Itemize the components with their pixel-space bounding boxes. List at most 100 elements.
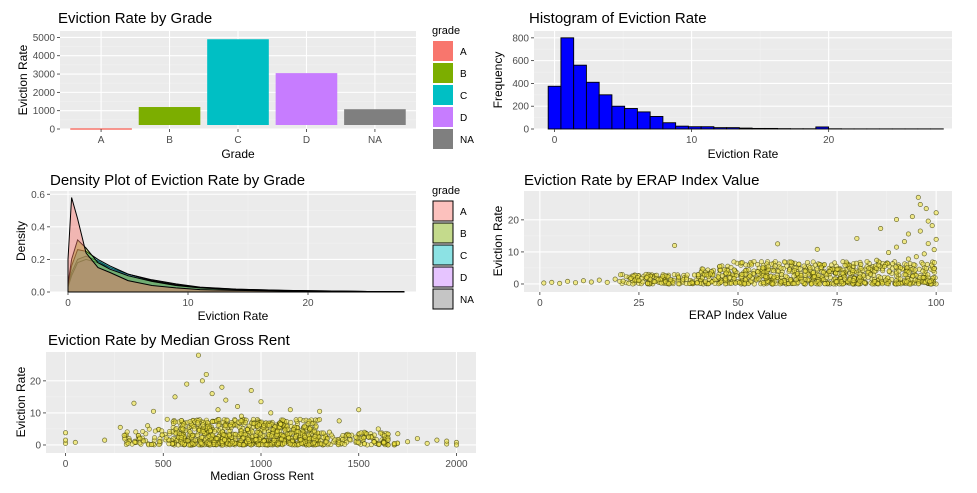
erap-point <box>652 279 658 285</box>
rent-point <box>266 423 272 429</box>
rent-point <box>307 426 313 432</box>
erap-point <box>839 270 845 276</box>
erap-point <box>700 266 706 272</box>
rent-point <box>323 439 329 445</box>
erap-point <box>857 278 863 284</box>
rent-point <box>305 421 311 427</box>
histogram-bin <box>598 94 613 130</box>
histogram-chart: Histogram of Eviction Rate 0200400600800… <box>491 10 952 161</box>
rent-point <box>258 399 264 405</box>
rent-point <box>163 435 169 441</box>
erap-point <box>573 280 579 286</box>
rent-point <box>275 428 281 434</box>
rent-point <box>194 432 200 438</box>
erap-point <box>557 280 563 286</box>
erap-point <box>731 259 737 265</box>
erap-point <box>912 277 918 283</box>
erap-point <box>894 244 900 250</box>
erap-point <box>620 278 626 284</box>
erap-point <box>905 231 911 237</box>
hist-xtick-label: 10 <box>686 135 698 146</box>
rent-point <box>306 442 312 448</box>
erap-point <box>923 206 929 212</box>
density-legend-key-a <box>432 200 454 222</box>
erap-point <box>828 262 834 268</box>
rent-point <box>219 384 225 390</box>
erap-point <box>842 276 848 282</box>
hist-ytick-label: 0 <box>523 125 529 136</box>
hist-ytick-label: 200 <box>512 102 529 113</box>
erap-point <box>689 280 695 286</box>
rent-point <box>178 434 184 440</box>
erap-point <box>747 273 753 279</box>
rent-point <box>186 442 192 448</box>
rent-point <box>317 417 323 423</box>
histogram-xlabel: Eviction Rate <box>708 147 779 161</box>
erap-point <box>821 276 827 282</box>
bar-ytick-label: 1000 <box>33 106 56 117</box>
rent-title: Eviction Rate by Median Gross Rent <box>48 332 291 349</box>
rent-point <box>320 435 326 441</box>
bar-legend-key-d <box>433 107 453 127</box>
erap-ytick-label: 10 <box>508 247 520 258</box>
rent-point <box>151 408 157 414</box>
rent-point <box>148 442 154 448</box>
rent-point <box>297 416 303 422</box>
histogram-bin <box>611 105 626 130</box>
erap-point <box>788 259 794 265</box>
erap-point <box>746 267 752 273</box>
rent-point <box>434 437 440 443</box>
rent-point <box>342 441 348 447</box>
dens-xtick-label: 0 <box>65 298 71 309</box>
rent-point <box>371 439 377 445</box>
erap-point <box>796 261 802 267</box>
rent-point <box>365 434 371 440</box>
rent-point <box>381 433 387 439</box>
rent-point <box>378 430 384 436</box>
erap-point <box>728 264 734 270</box>
erap-point <box>884 281 890 287</box>
erap-point <box>834 279 840 285</box>
erap-point <box>626 280 632 286</box>
rent-point <box>132 439 138 445</box>
rent-point <box>63 430 69 436</box>
rent-point <box>254 429 260 435</box>
rent-point <box>444 438 450 444</box>
erap-point <box>878 275 884 281</box>
rent-point <box>295 429 301 435</box>
histogram-bin <box>636 111 651 130</box>
rent-xlabel: Median Gross Rent <box>210 469 314 483</box>
rent-point <box>191 426 197 432</box>
bar-legend-key-c <box>433 85 453 105</box>
erap-point <box>772 259 778 265</box>
erap-scatter-chart: Eviction Rate by ERAP Index Value 010200… <box>491 172 952 322</box>
bar-legend-label-a: A <box>460 47 467 58</box>
bar-na <box>344 109 406 125</box>
hist-ytick-label: 800 <box>512 33 529 44</box>
rent-point <box>178 418 184 424</box>
erap-point <box>787 267 793 273</box>
rent-point <box>141 438 147 444</box>
erap-point <box>802 268 808 274</box>
erap-point <box>933 236 939 242</box>
rent-point <box>172 419 178 425</box>
erap-xtick-label: 25 <box>633 298 645 309</box>
erap-ylabel: Eviction Rate <box>491 205 505 276</box>
erap-point <box>931 260 937 266</box>
density-legend-label-a: A <box>460 207 467 218</box>
rent-point <box>152 435 158 441</box>
erap-point <box>878 226 884 232</box>
erap-point <box>771 268 777 274</box>
bar-d <box>275 73 338 125</box>
rent-point <box>301 423 307 429</box>
erap-point <box>923 265 929 271</box>
bar-chart-axes: 0 1000 2000 3000 4000 5000 A B C D NA <box>33 33 382 146</box>
bar-legend-title: grade <box>432 25 460 37</box>
rent-scatter-chart: Eviction Rate by Median Gross Rent 0 10 20… <box>14 332 476 483</box>
erap-point <box>931 247 937 253</box>
erap-point <box>864 259 870 265</box>
rent-point <box>287 441 293 447</box>
rent-point <box>361 441 367 447</box>
erap-point <box>712 280 718 286</box>
